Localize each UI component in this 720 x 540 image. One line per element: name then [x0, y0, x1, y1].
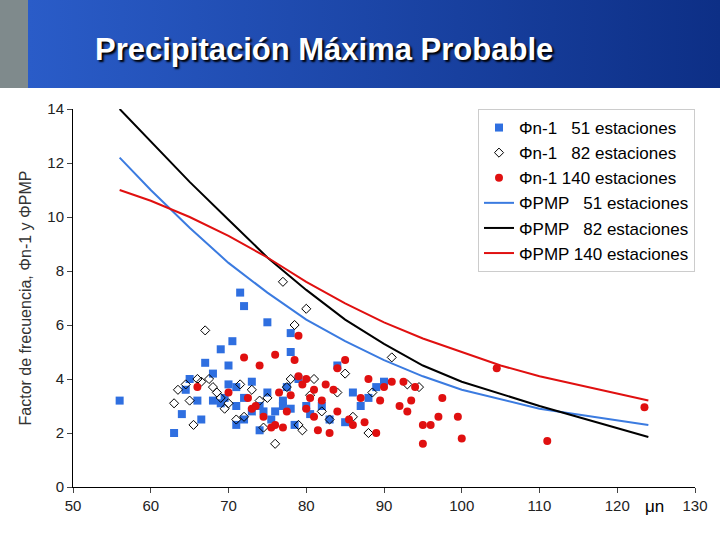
svg-text:0: 0 — [56, 478, 64, 495]
svg-text:80: 80 — [298, 497, 315, 514]
svg-text:Φn-1 82 estaciones: Φn-1 82 estaciones — [519, 144, 676, 163]
svg-text:120: 120 — [605, 497, 630, 514]
svg-text:14: 14 — [47, 100, 64, 117]
svg-text:130: 130 — [682, 497, 707, 514]
svg-text:110: 110 — [528, 497, 552, 514]
svg-text:2: 2 — [56, 424, 64, 441]
svg-text:4: 4 — [56, 370, 64, 387]
svg-text:90: 90 — [376, 497, 393, 514]
html-text:Precipitación Máxima Probable: Precipitación Máxima Probable — [95, 32, 554, 67]
svg-text:μn: μn — [645, 497, 664, 516]
svg-text:100: 100 — [449, 497, 474, 514]
svg-text:Φn-1 140 estaciones: Φn-1 140 estaciones — [519, 169, 676, 188]
svg-text:8: 8 — [56, 262, 64, 279]
svg-text:60: 60 — [142, 497, 159, 514]
svg-text:50: 50 — [65, 497, 82, 514]
svg-text:ΦPMP 82 estaciones: ΦPMP 82 estaciones — [519, 220, 688, 239]
svg-text:12: 12 — [47, 154, 64, 171]
svg-text:ΦPMP 51 estaciones: ΦPMP 51 estaciones — [519, 194, 688, 213]
svg-text:ΦPMP 140 estaciones: ΦPMP 140 estaciones — [519, 245, 688, 264]
svg-text:70: 70 — [220, 497, 237, 514]
svg-text:10: 10 — [47, 208, 64, 225]
svg-text:Φn-1 51 estaciones: Φn-1 51 estaciones — [519, 119, 676, 138]
svg-text:Factor de frecuencia, Φn-1 y Φ: Factor de frecuencia, Φn-1 y ΦPMP — [17, 171, 34, 426]
svg-text:6: 6 — [56, 316, 64, 333]
